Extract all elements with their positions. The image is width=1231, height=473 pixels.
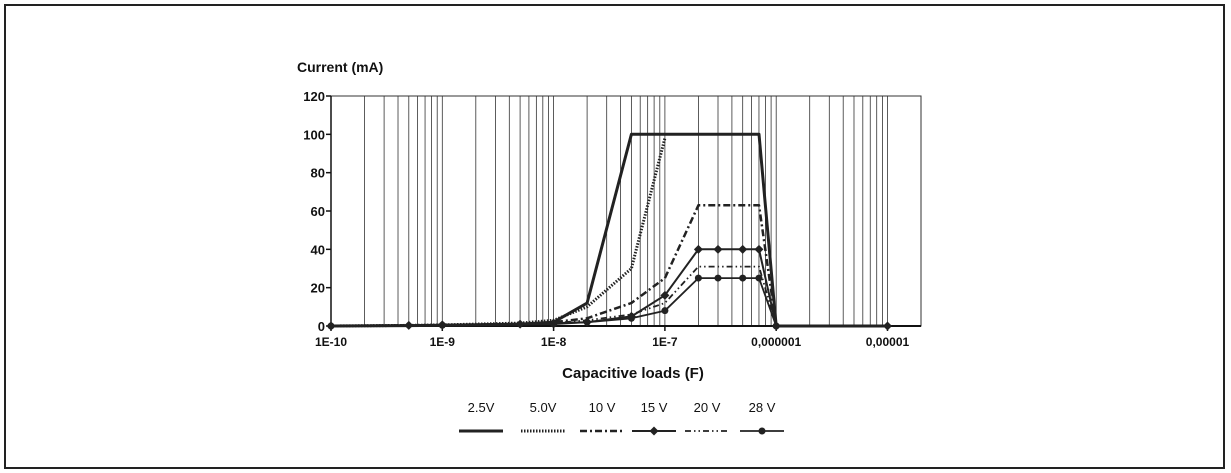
x-tick-label: 1E-7 xyxy=(652,335,678,349)
chart-svg: Current (mA) Capacitive loads (F) 0 20 40 6… xyxy=(297,59,922,436)
series-4-point xyxy=(693,244,703,254)
series-6-point xyxy=(694,274,702,282)
series-6-point xyxy=(627,314,635,322)
legend-label-5: 20 V xyxy=(694,400,721,415)
series-4-point xyxy=(713,244,723,254)
x-tick-label: 0,00001 xyxy=(866,335,910,349)
series-4-point xyxy=(882,321,892,331)
grid-layer xyxy=(330,95,922,327)
series-6-point xyxy=(327,322,335,330)
x-tick-label: 0,000001 xyxy=(751,335,801,349)
y-tick-label: 100 xyxy=(303,127,325,142)
plot-border xyxy=(330,95,922,327)
series-4-point xyxy=(738,244,748,254)
legend-marker-6 xyxy=(758,427,766,435)
series-line-2 xyxy=(330,137,667,328)
legend-marker-4 xyxy=(649,426,659,436)
series-4-point xyxy=(660,290,670,300)
x-axis-title: Capacitive loads (F) xyxy=(562,365,704,382)
series-6-point xyxy=(583,318,591,326)
x-tick-label: 1E-9 xyxy=(430,335,456,349)
y-tick-label: 60 xyxy=(311,204,325,219)
series-4-point xyxy=(754,244,764,254)
series-line-1 xyxy=(330,132,888,328)
legend-label-3: 10 V xyxy=(589,400,616,415)
series-6-point xyxy=(661,307,669,315)
legend-label-2: 5.0V xyxy=(530,400,557,415)
axis-layer: 0 20 40 60 80 100 120 1E-10 1E-9 1E-8 1E-7 0,000001… xyxy=(303,89,921,349)
series-6-point xyxy=(550,320,558,328)
legend-label-6: 28 V xyxy=(749,400,776,415)
legend-label-1: 2.5V xyxy=(468,400,495,415)
legend-label-4: 15 V xyxy=(641,400,668,415)
y-tick-label: 120 xyxy=(303,89,325,104)
y-tick-label: 40 xyxy=(311,242,325,257)
series-6-point xyxy=(755,274,763,282)
y-tick-label: 0 xyxy=(318,319,325,334)
x-tick-label: 1E-8 xyxy=(541,335,567,349)
series-6-point xyxy=(714,274,722,282)
series-6-point xyxy=(772,322,780,330)
y-tick-label: 20 xyxy=(311,281,325,296)
x-tick-label: 1E-10 xyxy=(315,335,347,349)
series-layer xyxy=(326,132,892,331)
y-axis-title: Current (mA) xyxy=(297,59,383,75)
series-6-point xyxy=(739,274,747,282)
series-6-point xyxy=(438,321,446,329)
chart-frame: Current (mA) Capacitive loads (F) 0 20 40 6… xyxy=(4,4,1225,469)
y-tick-label: 80 xyxy=(311,166,325,181)
legend: 2.5V 5.0V 10 V 15 V 20 V 28 V xyxy=(459,400,784,436)
